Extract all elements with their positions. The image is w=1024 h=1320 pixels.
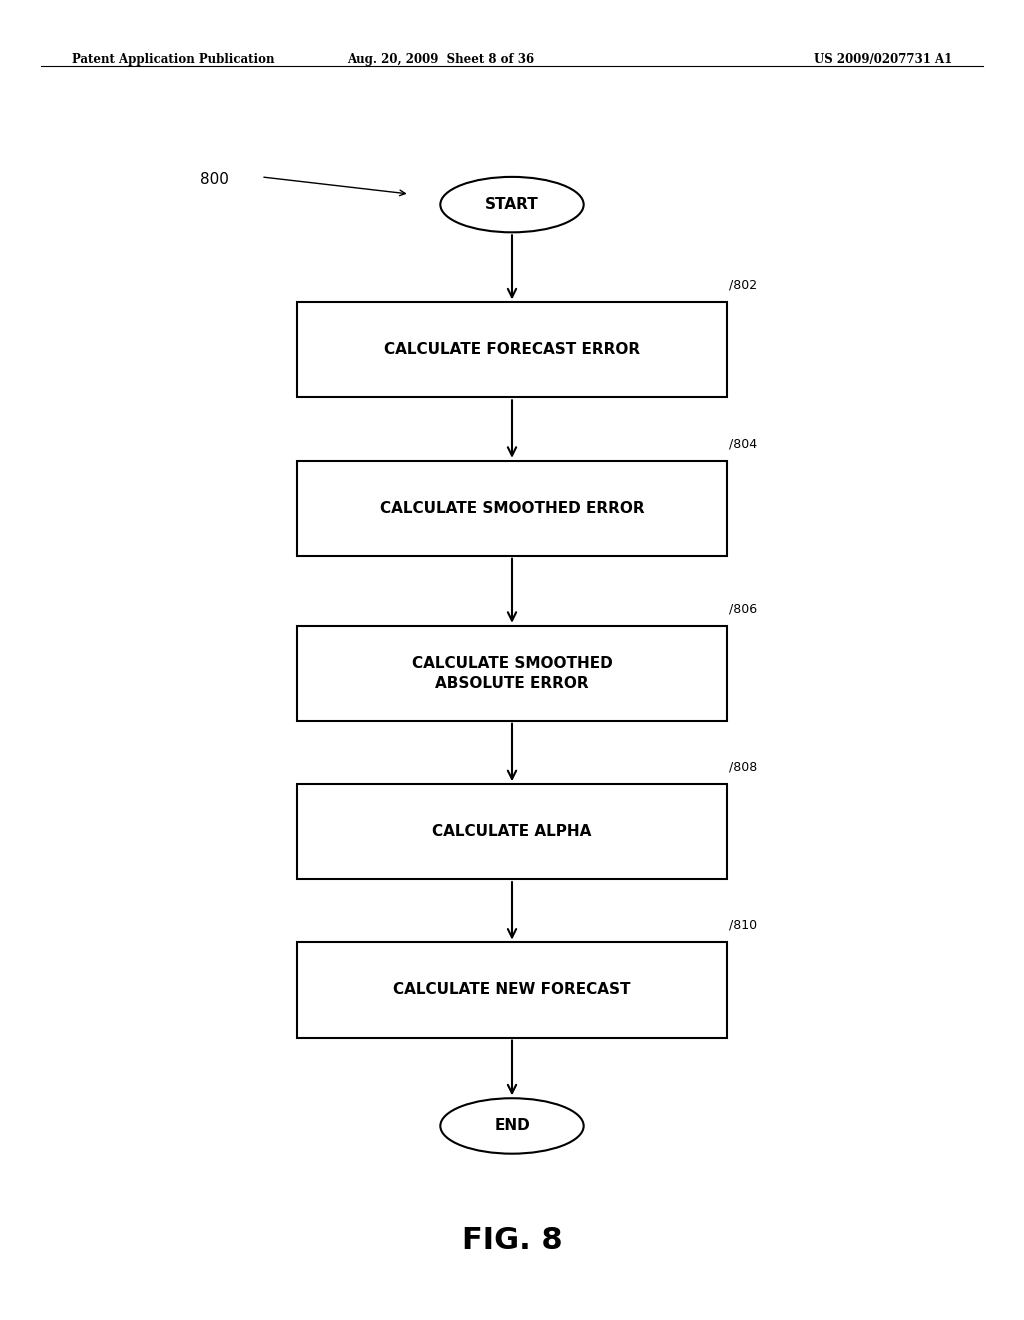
Text: CALCULATE FORECAST ERROR: CALCULATE FORECAST ERROR [384,342,640,358]
Text: 800: 800 [200,172,228,186]
Text: /808: /808 [729,760,758,774]
Ellipse shape [440,177,584,232]
Text: Aug. 20, 2009  Sheet 8 of 36: Aug. 20, 2009 Sheet 8 of 36 [347,53,534,66]
Text: /806: /806 [729,602,757,615]
Text: FIG. 8: FIG. 8 [462,1226,562,1255]
Text: CALCULATE SMOOTHED ERROR: CALCULATE SMOOTHED ERROR [380,500,644,516]
FancyBboxPatch shape [297,942,727,1038]
Text: US 2009/0207731 A1: US 2009/0207731 A1 [814,53,952,66]
Text: CALCULATE SMOOTHED
ABSOLUTE ERROR: CALCULATE SMOOTHED ABSOLUTE ERROR [412,656,612,690]
FancyBboxPatch shape [297,784,727,879]
Text: /804: /804 [729,437,757,450]
FancyBboxPatch shape [297,302,727,397]
Ellipse shape [440,1098,584,1154]
FancyBboxPatch shape [297,461,727,556]
Text: /802: /802 [729,279,757,292]
Text: CALCULATE ALPHA: CALCULATE ALPHA [432,824,592,840]
Text: END: END [495,1118,529,1134]
FancyBboxPatch shape [297,626,727,721]
Text: CALCULATE NEW FORECAST: CALCULATE NEW FORECAST [393,982,631,998]
Text: /810: /810 [729,919,757,932]
Text: Patent Application Publication: Patent Application Publication [72,53,274,66]
Text: START: START [485,197,539,213]
